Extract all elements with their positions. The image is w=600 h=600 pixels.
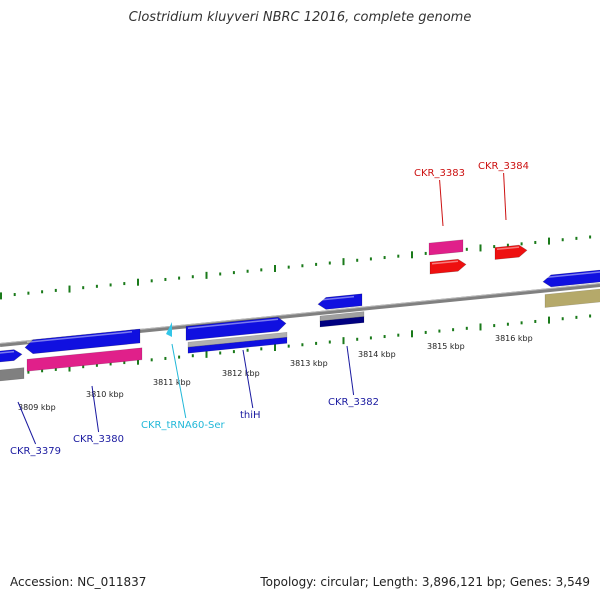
gene-ckr-3383[interactable] [429, 258, 467, 275]
genome-summary: Topology: circular; Length: 3,896,121 bp… [260, 575, 590, 589]
scale-label: 3816 kbp [495, 334, 533, 343]
gene-label[interactable]: CKR_tRNA60-Ser [141, 420, 226, 431]
map-title: Clostridium kluyveri NBRC 12016, complet… [128, 10, 472, 25]
gene-right-khaki[interactable] [544, 288, 600, 308]
gene-ckr-3382[interactable] [317, 293, 363, 310]
label-leader-line [91, 385, 100, 433]
gene-label[interactable]: CKR_3380 [73, 434, 124, 445]
gene-right-blue[interactable] [542, 269, 600, 288]
gene-label[interactable]: CKR_3379 [10, 446, 61, 457]
gene-right-blue-shade [544, 271, 600, 279]
gene-label[interactable]: CKR_3382 [328, 397, 379, 408]
label-leader-line [17, 401, 37, 445]
gene-ckr-3382-cds[interactable] [319, 316, 365, 328]
scale-label: 3812 kbp [222, 369, 260, 378]
scale-label: 3814 kbp [358, 350, 396, 359]
gene-thih-shade [187, 318, 279, 329]
gene-label[interactable]: thiH [240, 410, 261, 421]
gene-ckr-3384[interactable] [494, 244, 528, 260]
scale-label: 3815 kbp [427, 342, 465, 351]
gene-trna60-ser[interactable] [166, 322, 172, 337]
gene-ckr-3382-shade [319, 295, 355, 301]
gene-ckr-3383-cds[interactable] [428, 239, 464, 256]
gene-ckr-3383-shade [431, 260, 459, 265]
gene-ckr-3380-shade [26, 331, 133, 344]
scale-label: 3813 kbp [290, 359, 328, 368]
label-leader-line [171, 343, 187, 419]
gene-thih-cds[interactable] [187, 336, 288, 354]
scale-label: 3810 kbp [86, 390, 124, 399]
label-leader-line [503, 172, 507, 221]
gene-thih[interactable] [185, 316, 287, 341]
gene-ckr-3379-cds[interactable] [0, 367, 25, 382]
gene-ckr-3380-cds[interactable] [26, 347, 143, 372]
gene-ckr-3384-shade [496, 246, 520, 251]
scale-label: 3809 kbp [18, 403, 56, 412]
label-leader-line [346, 345, 355, 396]
gene-ckr-3380[interactable] [24, 328, 141, 355]
gene-ckr-3379-shade [0, 350, 15, 354]
gene-ckr-3379[interactable] [0, 349, 23, 363]
label-leader-line [242, 349, 254, 409]
gene-label[interactable]: CKR_3384 [478, 161, 529, 172]
gene-label[interactable]: CKR_3383 [414, 168, 465, 179]
scale-label: 3811 kbp [153, 378, 191, 387]
accession-label: Accession: NC_011837 [10, 575, 147, 589]
label-leader-line [439, 179, 444, 227]
